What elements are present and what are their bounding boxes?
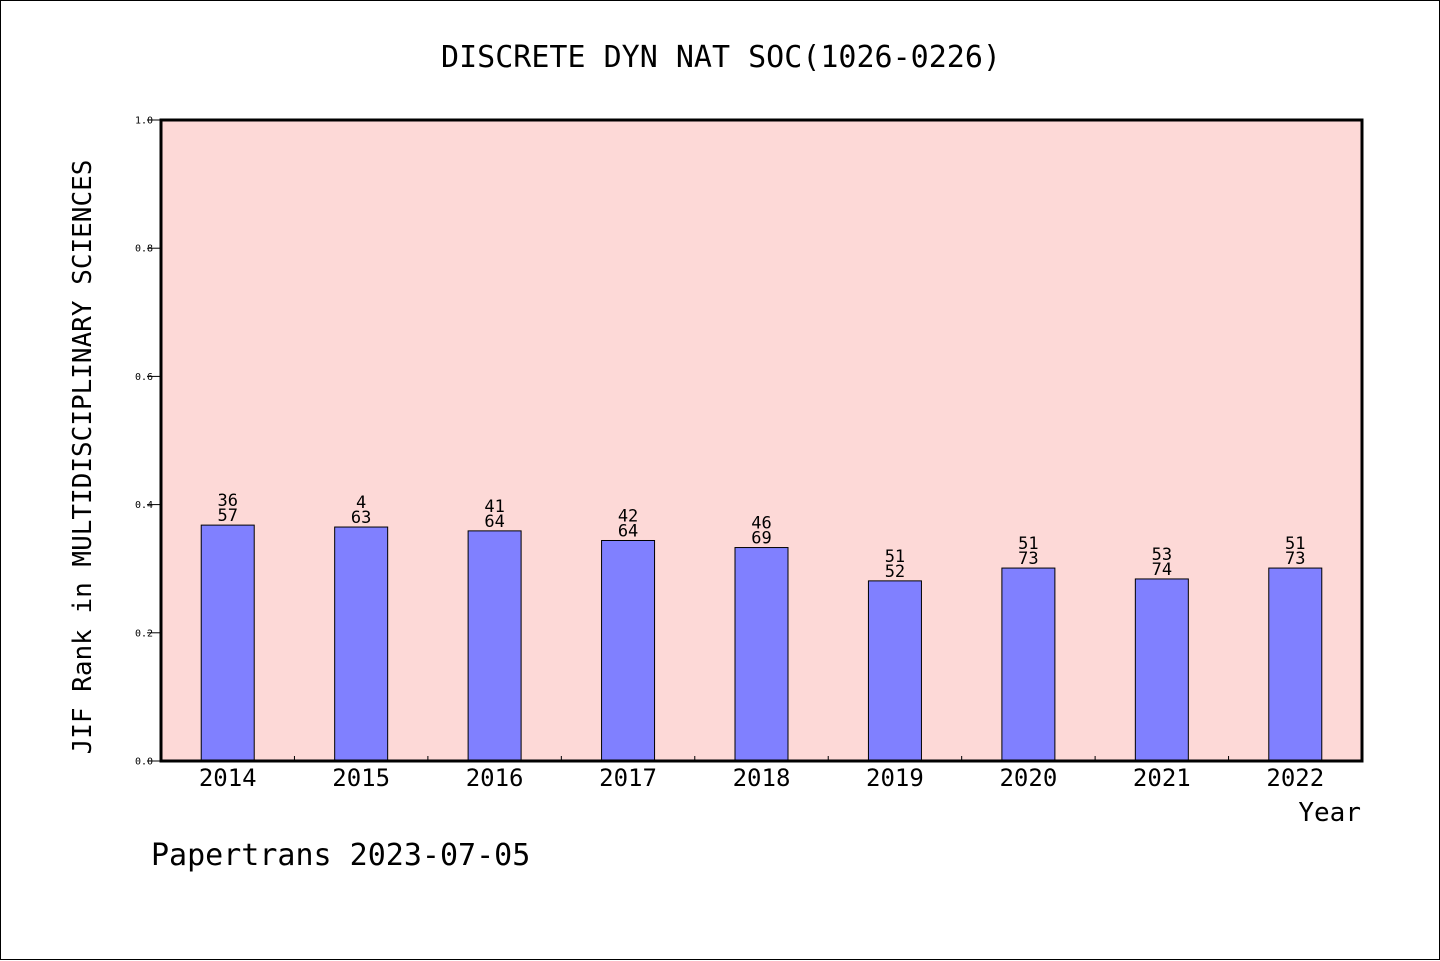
y-tick-label: 0.8 — [135, 244, 153, 255]
data-label-total: 57 — [217, 506, 237, 526]
y-tick-label: 0.6 — [135, 372, 153, 383]
x-axis-label: Year — [1298, 798, 1361, 828]
data-label-rank: 4 — [356, 493, 366, 513]
bar-2016 — [467, 530, 522, 762]
y-tick-label: 0.4 — [135, 500, 153, 511]
data-label-rank: 46 — [751, 514, 771, 534]
data-label-total: 74 — [1152, 560, 1172, 580]
bar-2018 — [734, 547, 789, 762]
x-axis-ticks: 2014 2015 2016 2017 2018 2019 2020 2021 2022 — [199, 756, 1324, 792]
data-label-total: 64 — [484, 512, 504, 532]
x-tick-label: 2014 — [199, 764, 257, 792]
plot-border — [159, 118, 1364, 763]
data-label-total: 63 — [351, 508, 371, 528]
x-tick-label: 2016 — [466, 764, 524, 792]
data-label-rank: 51 — [1285, 534, 1305, 554]
y-axis-label: JIF Rank in MULTIDISCIPLINARY SCIENCES — [68, 160, 98, 755]
x-tick-label: 2015 — [332, 764, 390, 792]
data-label-rank: 36 — [217, 491, 237, 511]
data-label-total: 73 — [1285, 549, 1305, 569]
data-label-rank: 51 — [885, 547, 905, 567]
bar-2022 — [1268, 567, 1323, 762]
data-label-rank: 41 — [484, 497, 504, 517]
x-tick-label: 2022 — [1266, 764, 1324, 792]
bar-2021 — [1134, 578, 1189, 762]
data-label-rank: 51 — [1018, 534, 1038, 554]
y-tick-label: 0.2 — [135, 628, 153, 639]
x-tick-label: 2017 — [599, 764, 657, 792]
x-tick-label: 2020 — [999, 764, 1057, 792]
y-tick-label: 1.0 — [135, 116, 153, 127]
bar-2015 — [334, 526, 389, 762]
bars — [200, 524, 1323, 762]
x-tick-label: 2021 — [1133, 764, 1191, 792]
data-label-total: 69 — [751, 529, 771, 549]
footer-text: Papertrans 2023-07-05 — [151, 838, 530, 873]
x-tick-label: 2019 — [866, 764, 924, 792]
bar-2020 — [1001, 567, 1056, 762]
bar-2014 — [200, 524, 255, 762]
chart-title: DISCRETE DYN NAT SOC(1026-0226) — [441, 40, 1001, 75]
data-label-total: 52 — [885, 562, 905, 582]
x-tick-label: 2018 — [733, 764, 791, 792]
bar-2017 — [601, 539, 656, 762]
data-label-rank: 42 — [618, 506, 638, 526]
bar-2019 — [867, 580, 922, 762]
y-tick-label: 0.0 — [135, 757, 153, 768]
y-axis-ticks: 0.0 0.2 0.4 0.6 0.8 1.0 — [135, 116, 161, 768]
data-label-total: 73 — [1018, 549, 1038, 569]
data-label-total: 64 — [618, 521, 638, 541]
data-label-rank: 53 — [1152, 545, 1172, 565]
